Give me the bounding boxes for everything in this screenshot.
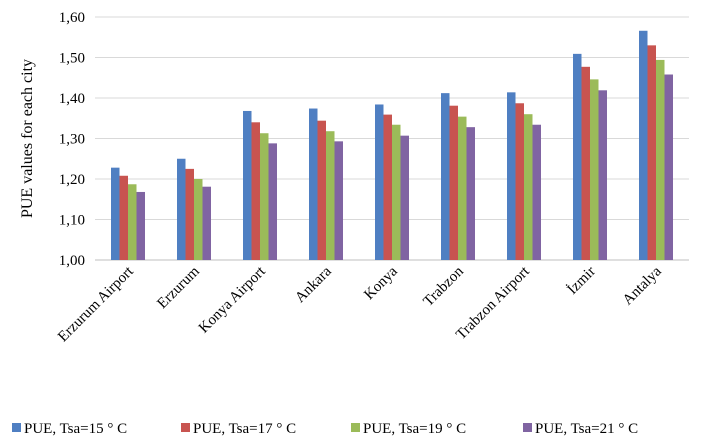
bar xyxy=(128,184,137,260)
bar xyxy=(533,125,542,260)
bar xyxy=(467,127,476,260)
bar xyxy=(524,114,533,260)
bar xyxy=(639,31,648,260)
bar xyxy=(177,159,186,260)
legend-label: PUE, Tsa=15 ° C xyxy=(24,421,127,437)
bar xyxy=(111,168,120,260)
bar xyxy=(269,143,278,260)
x-tick-label: Antalya xyxy=(620,263,665,308)
x-tick-label: İzmir xyxy=(565,264,599,298)
y-tick-label: 1,20 xyxy=(59,172,85,188)
bars xyxy=(111,31,673,260)
bar xyxy=(507,92,516,260)
y-axis-title: PUE values for each city xyxy=(19,59,36,218)
y-tick-label: 1,00 xyxy=(59,253,85,269)
legend-label: PUE, Tsa=21 ° C xyxy=(535,421,638,437)
bar xyxy=(260,133,269,260)
bar xyxy=(665,75,674,260)
bar xyxy=(656,60,665,260)
bar xyxy=(582,67,591,260)
x-tick-label: Ankara xyxy=(292,263,335,306)
legend-swatch xyxy=(12,423,21,432)
bar xyxy=(335,141,344,260)
bar xyxy=(401,136,410,260)
bar xyxy=(318,121,327,260)
bar xyxy=(252,122,261,260)
bar xyxy=(516,103,525,260)
bar xyxy=(392,125,401,260)
bar xyxy=(120,176,129,260)
legend-swatch xyxy=(523,423,532,432)
bar xyxy=(137,192,146,260)
bar xyxy=(243,111,252,260)
bar xyxy=(450,106,459,260)
legend-swatch xyxy=(181,423,190,432)
y-tick-label: 1,60 xyxy=(59,10,85,26)
bar xyxy=(648,45,657,260)
y-axis-ticks: 1,00 1,10 1,20 1,30 1,40 1,50 1,60 xyxy=(59,10,85,269)
bar xyxy=(384,115,393,260)
bar xyxy=(375,104,384,260)
y-tick-label: 1,10 xyxy=(59,213,85,229)
x-tick-label: Erzurum Airport xyxy=(55,263,137,345)
y-tick-label: 1,50 xyxy=(59,51,85,67)
x-tick-label: Konya Airport xyxy=(196,263,269,336)
x-tick-label: Erzurum xyxy=(154,263,203,312)
bar xyxy=(458,117,467,260)
bar xyxy=(599,90,608,260)
x-tick-label: Trabzon xyxy=(421,263,468,310)
legend-label: PUE, Tsa=19 ° C xyxy=(363,421,466,437)
y-tick-label: 1,30 xyxy=(59,132,85,148)
bar xyxy=(590,79,599,260)
bar xyxy=(194,179,203,260)
bar xyxy=(326,131,335,260)
bar xyxy=(309,109,318,260)
bar xyxy=(186,169,195,260)
legend-swatch xyxy=(351,423,360,432)
bar xyxy=(441,93,450,260)
legend-label: PUE, Tsa=17 ° C xyxy=(193,421,296,437)
x-tick-label: Konya xyxy=(361,263,401,303)
bar xyxy=(203,187,212,260)
legend: PUE, Tsa=15 ° C PUE, Tsa=17 ° C PUE, Tsa=1… xyxy=(12,421,638,437)
y-tick-label: 1,40 xyxy=(59,91,85,107)
bar xyxy=(573,54,582,260)
